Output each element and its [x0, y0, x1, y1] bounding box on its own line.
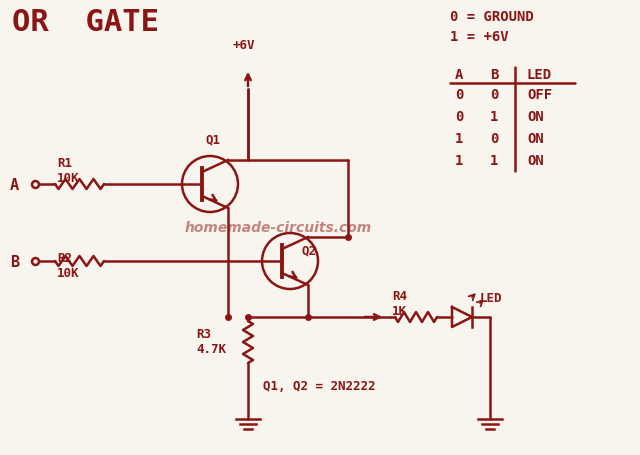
Text: 0: 0: [490, 131, 499, 146]
Text: R3
4.7K: R3 4.7K: [196, 327, 226, 355]
Text: OFF: OFF: [527, 88, 552, 102]
Text: 1: 1: [455, 154, 463, 167]
Text: R2
10K: R2 10K: [57, 252, 79, 279]
Text: 0: 0: [455, 110, 463, 124]
Text: 0 = GROUND: 0 = GROUND: [450, 10, 534, 24]
Text: R4
1K: R4 1K: [392, 289, 407, 317]
Text: Q1: Q1: [205, 133, 220, 146]
Text: homemade-circuits.com: homemade-circuits.com: [185, 221, 372, 234]
Text: A: A: [455, 68, 463, 82]
Text: +6V: +6V: [233, 39, 255, 52]
Text: ON: ON: [527, 154, 544, 167]
Text: 1: 1: [490, 154, 499, 167]
Text: 1 = +6V: 1 = +6V: [450, 30, 509, 44]
Text: 1: 1: [490, 110, 499, 124]
Text: ON: ON: [527, 131, 544, 146]
Text: B: B: [10, 254, 19, 269]
Text: 0: 0: [490, 88, 499, 102]
Text: R1
10K: R1 10K: [57, 157, 79, 185]
Text: LED: LED: [480, 291, 502, 304]
Text: A: A: [10, 177, 19, 192]
Text: Q1, Q2 = 2N2222: Q1, Q2 = 2N2222: [263, 379, 376, 392]
Text: OR  GATE: OR GATE: [12, 8, 159, 37]
Text: B: B: [490, 68, 499, 82]
Text: 0: 0: [455, 88, 463, 102]
Text: LED: LED: [527, 68, 552, 82]
Text: 1: 1: [455, 131, 463, 146]
Text: ON: ON: [527, 110, 544, 124]
Text: Q2: Q2: [302, 243, 317, 257]
